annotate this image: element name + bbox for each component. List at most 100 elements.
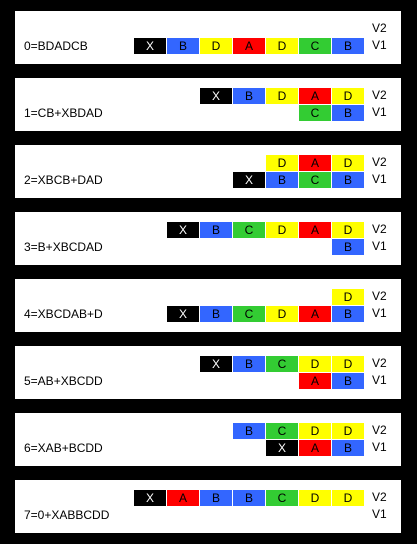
v1-label: V1 — [372, 507, 387, 521]
block-A: A — [299, 155, 332, 171]
block-C: C — [266, 423, 299, 439]
block-B: B — [200, 490, 233, 506]
equation-label: 1=CB+XBDAD — [24, 106, 103, 120]
equation-label: 4=XBCDAB+D — [24, 307, 103, 321]
v2-label: V2 — [372, 21, 387, 35]
equation-label: 7=0+XABBCDD — [24, 508, 110, 522]
equation-label: 2=XBCB+DAD — [24, 173, 103, 187]
block-D: D — [266, 222, 299, 238]
block-B: B — [200, 306, 233, 322]
block-X: X — [200, 356, 233, 372]
v1-label: V1 — [372, 38, 387, 52]
v1-label: V1 — [372, 306, 387, 320]
block-D: D — [299, 423, 332, 439]
block-C: C — [299, 172, 332, 188]
block-C: C — [266, 490, 299, 506]
block-X: X — [167, 222, 200, 238]
block-D: D — [332, 490, 365, 506]
block-B: B — [233, 490, 266, 506]
v1-label: V1 — [372, 105, 387, 119]
block-D: D — [266, 88, 299, 104]
block-D: D — [299, 356, 332, 372]
block-A: A — [233, 38, 266, 54]
block-B: B — [233, 356, 266, 372]
block-B: B — [167, 38, 200, 54]
block-A: A — [299, 440, 332, 456]
block-X: X — [167, 306, 200, 322]
block-X: X — [233, 172, 266, 188]
block-X: X — [134, 490, 167, 506]
state-panel: 1=CB+XBDAD X B D A D C B V2 V1 — [15, 78, 401, 131]
block-B: B — [332, 306, 365, 322]
block-D: D — [332, 356, 365, 372]
block-A: A — [299, 222, 332, 238]
v2-label: V2 — [372, 289, 387, 303]
block-X: X — [200, 88, 233, 104]
equation-label: 5=AB+XBCDD — [24, 374, 103, 388]
state-panel: 7=0+XABBCDD X A B B C D D V2 V1 — [15, 480, 401, 533]
v2-label: V2 — [372, 490, 387, 504]
v2-label: V2 — [372, 356, 387, 370]
v1-label: V1 — [372, 440, 387, 454]
v2-sequence: D — [332, 289, 365, 305]
equation-label: 0=BDADCB — [24, 39, 88, 53]
state-panel: 2=XBCB+DAD D A D X B C B V2 V1 — [15, 145, 401, 198]
state-panel: 4=XBCDAB+D D X B C D A B V2 V1 — [15, 279, 401, 332]
block-B: B — [332, 172, 365, 188]
state-panel: 3=B+XBCDAD X B C D A D B V2 V1 — [15, 212, 401, 265]
block-D: D — [332, 222, 365, 238]
block-D: D — [266, 155, 299, 171]
block-D: D — [299, 490, 332, 506]
block-B: B — [233, 88, 266, 104]
block-B: B — [332, 440, 365, 456]
block-C: C — [299, 38, 332, 54]
block-A: A — [299, 88, 332, 104]
v1-label: V1 — [372, 239, 387, 253]
equation-label: 6=XAB+BCDD — [24, 441, 103, 455]
block-B: B — [332, 239, 365, 255]
block-B: B — [200, 222, 233, 238]
block-D: D — [266, 38, 299, 54]
block-D: D — [200, 38, 233, 54]
v2-label: V2 — [372, 155, 387, 169]
v2-label: V2 — [372, 222, 387, 236]
v1-sequence: B — [332, 239, 365, 255]
v1-label: V1 — [372, 172, 387, 186]
block-C: C — [233, 306, 266, 322]
state-panel: 6=XAB+BCDD B C D D X A B V2 V1 — [15, 413, 401, 466]
v2-label: V2 — [372, 423, 387, 437]
block-C: C — [233, 222, 266, 238]
block-D: D — [332, 155, 365, 171]
block-A: A — [299, 306, 332, 322]
block-A: A — [167, 490, 200, 506]
block-D: D — [266, 306, 299, 322]
v1-label: V1 — [372, 373, 387, 387]
block-B: B — [266, 172, 299, 188]
block-D: D — [332, 88, 365, 104]
block-B: B — [332, 373, 365, 389]
block-B: B — [332, 105, 365, 121]
block-X: X — [134, 38, 167, 54]
state-panel: 0=BDADCB X B D A D C B V2 V1 — [15, 11, 401, 64]
block-C: C — [266, 356, 299, 372]
block-C: C — [299, 105, 332, 121]
block-X: X — [266, 440, 299, 456]
block-D: D — [332, 423, 365, 439]
block-B: B — [332, 38, 365, 54]
block-A: A — [299, 373, 332, 389]
block-B: B — [233, 423, 266, 439]
block-D: D — [332, 289, 365, 305]
v2-label: V2 — [372, 88, 387, 102]
state-panel: 5=AB+XBCDD X B C D D A B V2 V1 — [15, 346, 401, 399]
